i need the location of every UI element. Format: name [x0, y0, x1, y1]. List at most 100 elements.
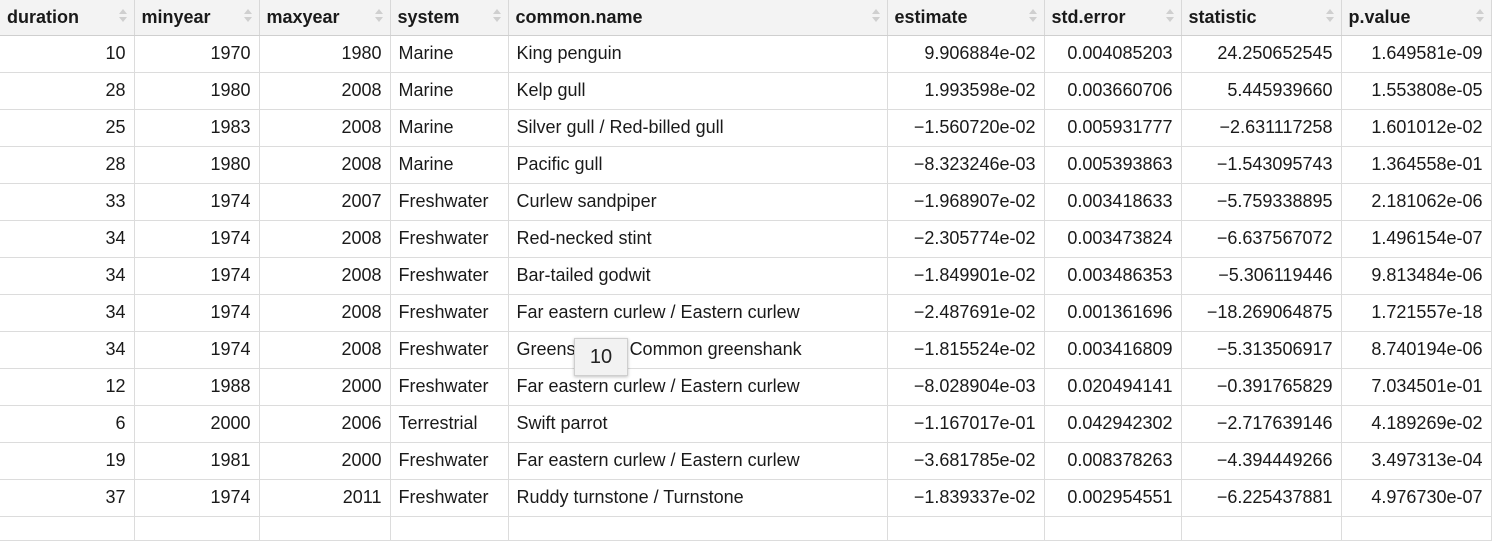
sort-arrows-icon[interactable] — [1325, 6, 1335, 26]
cell-duration[interactable]: 34 — [0, 257, 135, 295]
sort-arrows-icon[interactable] — [1028, 6, 1038, 26]
cell-duration[interactable]: 10 — [0, 35, 135, 73]
cell-std-error[interactable]: 0.003486353 — [1044, 257, 1182, 295]
cell-common-name[interactable]: Far eastern curlew / Eastern curlew — [508, 442, 888, 480]
cell-maxyear[interactable]: 2008 — [259, 72, 391, 110]
cell-system[interactable]: Marine — [390, 35, 509, 73]
cell-estimate[interactable]: −2.487691e-02 — [887, 294, 1045, 332]
table-row[interactable]: 37 1974 2011 Freshwater Ruddy turnstone / Tu… — [0, 479, 1492, 517]
cell-minyear[interactable]: 1983 — [134, 109, 260, 147]
cell-std-error[interactable]: 0.003418633 — [1044, 183, 1182, 221]
cell-std-error[interactable]: 0.042942302 — [1044, 405, 1182, 443]
cell-duration[interactable]: 34 — [0, 331, 135, 369]
cell-estimate[interactable]: 1.993598e-02 — [887, 72, 1045, 110]
table-row[interactable]: 34 1974 2008 Freshwater Red-necked stint −2.3… — [0, 220, 1492, 258]
cell-std-error[interactable]: 0.003416809 — [1044, 331, 1182, 369]
cell-minyear[interactable]: 1988 — [134, 368, 260, 406]
cell-p-value[interactable]: 1.496154e-07 — [1341, 220, 1492, 258]
cell-std-error[interactable]: 0.005931777 — [1044, 109, 1182, 147]
cell-statistic[interactable]: −5.313506917 — [1181, 331, 1342, 369]
cell-common-name[interactable]: Pacific gull — [508, 146, 888, 184]
cell-p-value[interactable]: 1.601012e-02 — [1341, 109, 1492, 147]
cell-maxyear[interactable]: 1980 — [259, 35, 391, 73]
cell-statistic[interactable]: 5.445939660 — [1181, 72, 1342, 110]
cell-estimate[interactable]: −1.815524e-02 — [887, 331, 1045, 369]
cell-maxyear[interactable]: 2000 — [259, 442, 391, 480]
cell-std-error[interactable]: 0.020494141 — [1044, 368, 1182, 406]
cell-estimate[interactable]: −8.028904e-03 — [887, 368, 1045, 406]
cell-minyear[interactable]: 2000 — [134, 405, 260, 443]
cell-std-error[interactable]: 0.001361696 — [1044, 294, 1182, 332]
cell-std-error[interactable]: 0.004085203 — [1044, 35, 1182, 73]
cell-maxyear[interactable]: 2000 — [259, 368, 391, 406]
cell-common-name[interactable]: Greenshank / Common greenshank — [508, 331, 888, 369]
sort-arrows-icon[interactable] — [1165, 6, 1175, 26]
cell-statistic[interactable]: −2.631117258 — [1181, 109, 1342, 147]
cell-duration[interactable]: 19 — [0, 442, 135, 480]
cell-maxyear[interactable]: 2006 — [259, 405, 391, 443]
cell-duration[interactable]: 34 — [0, 294, 135, 332]
cell-p-value[interactable]: 1.721557e-18 — [1341, 294, 1492, 332]
cell-duration[interactable]: 28 — [0, 146, 135, 184]
cell-common-name[interactable]: Red-necked stint — [508, 220, 888, 258]
cell-std-error[interactable]: 0.003473824 — [1044, 220, 1182, 258]
cell-minyear[interactable]: 1974 — [134, 257, 260, 295]
sort-arrows-icon[interactable] — [492, 6, 502, 26]
cell-common-name[interactable]: Curlew sandpiper — [508, 183, 888, 221]
cell-minyear[interactable]: 1974 — [134, 183, 260, 221]
cell-common-name[interactable]: Bar-tailed godwit — [508, 257, 888, 295]
cell-std-error[interactable]: 0.003660706 — [1044, 72, 1182, 110]
cell-minyear[interactable]: 1970 — [134, 35, 260, 73]
cell-maxyear[interactable]: 2008 — [259, 220, 391, 258]
cell-common-name[interactable]: Far eastern curlew / Eastern curlew — [508, 368, 888, 406]
cell-maxyear[interactable]: 2008 — [259, 109, 391, 147]
cell-p-value[interactable]: 2.181062e-06 — [1341, 183, 1492, 221]
cell-duration[interactable]: 6 — [0, 405, 135, 443]
table-row[interactable]: 19 1981 2000 Freshwater Far eastern curlew /… — [0, 442, 1492, 480]
cell-minyear[interactable]: 1974 — [134, 220, 260, 258]
cell-statistic[interactable]: −5.759338895 — [1181, 183, 1342, 221]
table-row[interactable]: 28 1980 2008 Marine Pacific gull −8.323246e-0… — [0, 146, 1492, 184]
cell-minyear[interactable]: 1974 — [134, 294, 260, 332]
cell-statistic[interactable]: −6.225437881 — [1181, 479, 1342, 517]
cell-system[interactable]: Freshwater — [390, 183, 509, 221]
table-row[interactable]: 6 2000 2006 Terrestrial Swift parrot −1.16701… — [0, 405, 1492, 443]
cell-system[interactable]: Terrestrial — [390, 405, 509, 443]
table-row[interactable]: 34 1974 2008 Freshwater Greenshank / Common … — [0, 331, 1492, 369]
table-row[interactable]: 34 1974 2008 Freshwater Bar-tailed godwit −1.… — [0, 257, 1492, 295]
cell-minyear[interactable]: 1981 — [134, 442, 260, 480]
sort-arrows-icon[interactable] — [118, 6, 128, 26]
cell-duration[interactable]: 12 — [0, 368, 135, 406]
column-header-duration[interactable]: duration — [0, 0, 135, 36]
cell-common-name[interactable]: Swift parrot — [508, 405, 888, 443]
cell-p-value[interactable]: 3.497313e-04 — [1341, 442, 1492, 480]
cell-system[interactable]: Freshwater — [390, 331, 509, 369]
cell-maxyear[interactable]: 2011 — [259, 479, 391, 517]
column-header-minyear[interactable]: minyear — [134, 0, 260, 36]
cell-p-value[interactable]: 4.976730e-07 — [1341, 479, 1492, 517]
cell-duration[interactable]: 33 — [0, 183, 135, 221]
cell-maxyear[interactable]: 2008 — [259, 331, 391, 369]
cell-duration[interactable]: 37 — [0, 479, 135, 517]
sort-arrows-icon[interactable] — [243, 6, 253, 26]
table-row[interactable]: 33 1974 2007 Freshwater Curlew sandpiper −1.9… — [0, 183, 1492, 221]
table-row[interactable]: 28 1980 2008 Marine Kelp gull 1.993598e-02 0.0… — [0, 72, 1492, 110]
sort-arrows-icon[interactable] — [871, 6, 881, 26]
column-header-common-name[interactable]: common.name — [508, 0, 888, 36]
cell-minyear[interactable]: 1980 — [134, 72, 260, 110]
cell-system[interactable]: Marine — [390, 146, 509, 184]
cell-statistic[interactable]: −2.717639146 — [1181, 405, 1342, 443]
cell-statistic[interactable]: 24.250652545 — [1181, 35, 1342, 73]
column-header-maxyear[interactable]: maxyear — [259, 0, 391, 36]
column-header-statistic[interactable]: statistic — [1181, 0, 1342, 36]
cell-estimate[interactable]: −1.839337e-02 — [887, 479, 1045, 517]
column-header-p-value[interactable]: p.value — [1341, 0, 1492, 36]
cell-maxyear[interactable]: 2007 — [259, 183, 391, 221]
cell-p-value[interactable]: 9.813484e-06 — [1341, 257, 1492, 295]
cell-system[interactable]: Marine — [390, 72, 509, 110]
cell-system[interactable]: Freshwater — [390, 442, 509, 480]
cell-statistic[interactable]: −6.637567072 — [1181, 220, 1342, 258]
cell-estimate[interactable]: −1.968907e-02 — [887, 183, 1045, 221]
column-header-estimate[interactable]: estimate — [887, 0, 1045, 36]
table-row[interactable]: 25 1983 2008 Marine Silver gull / Red-billed… — [0, 109, 1492, 147]
